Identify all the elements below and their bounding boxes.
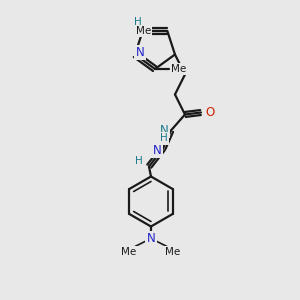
- Text: N: N: [147, 232, 155, 245]
- Text: H: H: [135, 157, 143, 166]
- Text: Me: Me: [121, 248, 136, 257]
- Text: Me: Me: [171, 64, 187, 74]
- Text: N: N: [160, 124, 168, 137]
- Text: H: H: [160, 134, 168, 143]
- Text: Me: Me: [136, 26, 151, 36]
- Text: N: N: [133, 22, 142, 35]
- Text: H: H: [134, 17, 142, 27]
- Text: Me: Me: [165, 248, 181, 257]
- Text: O: O: [205, 106, 214, 119]
- Text: N: N: [153, 144, 161, 157]
- Text: N: N: [136, 46, 144, 59]
